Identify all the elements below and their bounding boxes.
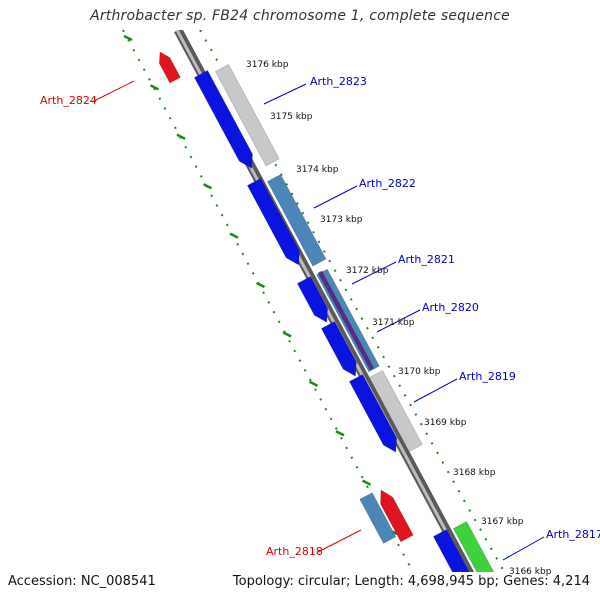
scale-label: 3171 kbp bbox=[372, 318, 415, 328]
scale-label: 3172 kbp bbox=[346, 266, 389, 276]
callout-arth-2821 bbox=[351, 261, 397, 285]
gene-arth-2823-forward[interactable] bbox=[193, 70, 253, 169]
tick-dash bbox=[361, 479, 372, 486]
gene-label-arth-2821[interactable]: Arth_2821 bbox=[398, 253, 455, 266]
gene-arth-2818-steel[interactable] bbox=[359, 492, 397, 544]
scale-label: 3166 kbp bbox=[509, 567, 552, 577]
genome-summary-text: Topology: circular; Length: 4,698,945 bp… bbox=[232, 574, 590, 589]
scale-label: 3174 kbp bbox=[296, 165, 339, 175]
gene-top-lilac[interactable] bbox=[189, 1, 215, 31]
map-title: Arthrobacter sp. FB24 chromosome 1, comp… bbox=[90, 8, 510, 24]
tick-dash bbox=[229, 232, 239, 239]
callout-arth-2817 bbox=[502, 536, 545, 561]
tick-dash bbox=[282, 331, 292, 338]
tick-dash bbox=[123, 34, 133, 42]
gene-arth-2822-forward[interactable] bbox=[246, 178, 300, 266]
tick-dash bbox=[202, 183, 213, 190]
callout-arth-2819 bbox=[413, 378, 458, 403]
gene-label-arth-2824[interactable]: Arth_2824 bbox=[40, 94, 97, 107]
scale-label: 3170 kbp bbox=[398, 367, 441, 377]
gene-label-arth-2819[interactable]: Arth_2819 bbox=[459, 370, 516, 383]
scale-label: 3176 kbp bbox=[246, 60, 289, 70]
gene-arth-2818-reverse[interactable] bbox=[380, 489, 414, 543]
gene-label-arth-2818[interactable]: Arth_2818 bbox=[266, 545, 323, 558]
callout-arth-2820 bbox=[376, 309, 421, 333]
callout-arth-2824 bbox=[91, 80, 135, 103]
scale-label: 3169 kbp bbox=[424, 418, 467, 428]
gene-top-forward[interactable] bbox=[169, 5, 190, 28]
callout-arth-2818 bbox=[317, 529, 362, 553]
gene-arth-2820-forward[interactable] bbox=[320, 321, 357, 377]
callout-arth-2822 bbox=[313, 185, 358, 209]
gene-label-arth-2817[interactable]: Arth_2817 bbox=[546, 528, 600, 541]
gene-arth-2822-steel[interactable] bbox=[266, 174, 327, 267]
callout-arth-2823 bbox=[263, 83, 307, 105]
gene-arth-2823-gray[interactable] bbox=[214, 64, 280, 167]
scale-label: 3167 kbp bbox=[481, 517, 524, 527]
tick-dash bbox=[176, 133, 186, 140]
gene-arth-2817-green[interactable] bbox=[452, 521, 509, 600]
gene-label-arth-2822[interactable]: Arth_2822 bbox=[359, 177, 416, 190]
accession-text: Accession: NC_008541 bbox=[8, 574, 156, 589]
scale-label: 3173 kbp bbox=[320, 215, 363, 225]
gene-arth-2817-forward[interactable] bbox=[432, 529, 483, 600]
tick-dash bbox=[149, 84, 160, 91]
tick-dash bbox=[255, 281, 266, 289]
gene-arth-2821-core[interactable] bbox=[317, 270, 375, 371]
gene-label-arth-2820[interactable]: Arth_2820 bbox=[422, 301, 479, 314]
scale-label: 3175 kbp bbox=[270, 112, 313, 122]
gene-arth-2819-gray[interactable] bbox=[368, 370, 423, 453]
gene-features bbox=[158, 1, 509, 600]
gene-arth-2819-forward[interactable] bbox=[348, 374, 398, 453]
label-callouts bbox=[91, 80, 545, 561]
gene-arth-2824-reverse[interactable] bbox=[158, 51, 181, 84]
gene-label-arth-2823[interactable]: Arth_2823 bbox=[310, 75, 367, 88]
scale-label: 3168 kbp bbox=[453, 468, 496, 478]
gene-arth-2821-forward[interactable] bbox=[296, 276, 328, 323]
tick-dash bbox=[308, 380, 319, 387]
tick-dash bbox=[335, 430, 345, 437]
